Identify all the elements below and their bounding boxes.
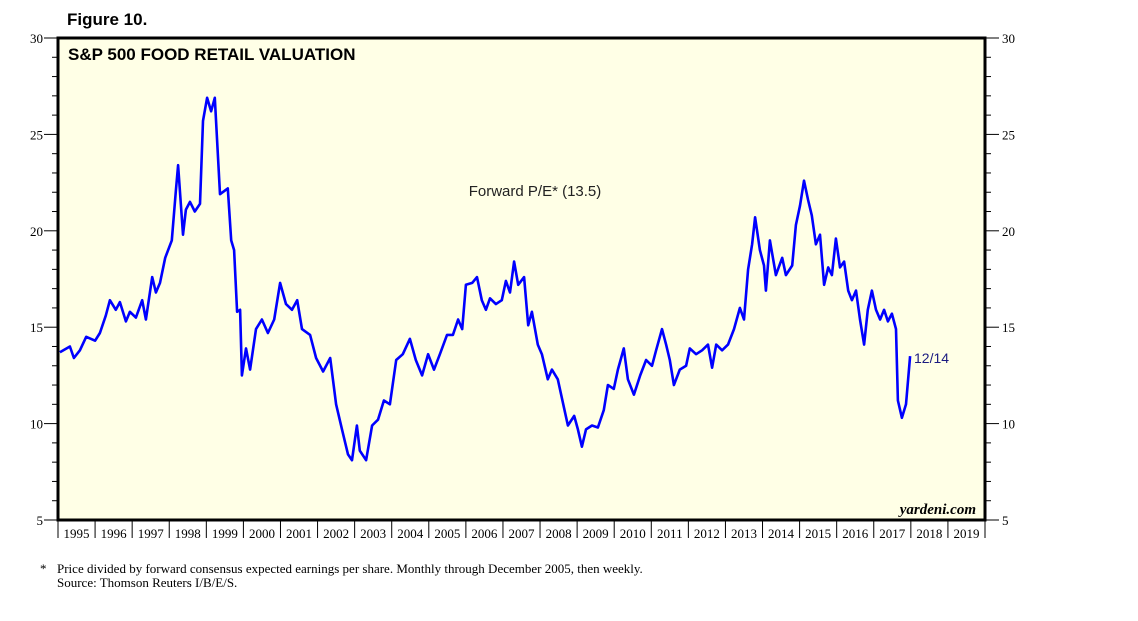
x-tick-label: 2006 <box>471 526 498 541</box>
x-tick-label: 2005 <box>434 526 460 541</box>
x-tick-label: 1998 <box>175 526 201 541</box>
y-tick-label-right: 15 <box>1002 320 1015 335</box>
x-tick-label: 1997 <box>138 526 165 541</box>
y-tick-label-left: 20 <box>30 224 43 239</box>
x-tick-label: 2000 <box>249 526 275 541</box>
series-line <box>59 96 912 462</box>
x-tick-label: 2007 <box>509 526 536 541</box>
watermark: yardeni.com <box>898 502 976 518</box>
x-tick-label: 2011 <box>657 526 683 541</box>
y-tick-label-right: 5 <box>1002 513 1009 528</box>
source-text: Source: Thomson Reuters I/B/E/S. <box>57 575 238 590</box>
x-tick-label: 2015 <box>805 526 831 541</box>
x-tick-label: 1999 <box>212 526 238 541</box>
series-annotation: Forward P/E* (13.5) <box>469 183 602 200</box>
x-tick-label: 2010 <box>620 526 646 541</box>
y-tick-label-left: 15 <box>30 320 43 335</box>
end-label: 12/14 <box>914 350 949 366</box>
y-tick-label-right: 20 <box>1002 224 1015 239</box>
y-tick-label-left: 30 <box>30 31 43 46</box>
x-tick-label: 2016 <box>842 526 869 541</box>
y-tick-label-right: 10 <box>1002 417 1015 432</box>
y-tick-label-right: 30 <box>1002 31 1015 46</box>
x-tick-label: 2012 <box>694 526 720 541</box>
footnote: * Price divided by forward consensus exp… <box>40 562 643 590</box>
y-tick-label-left: 25 <box>30 127 43 142</box>
plot-frame <box>56 36 987 522</box>
y-tick-label-right: 25 <box>1002 127 1015 142</box>
y-tick-label-left: 5 <box>37 513 44 528</box>
figure-label: Figure 10. <box>67 10 148 29</box>
footnote-marker: * <box>40 561 47 576</box>
footnote-text: Price divided by forward consensus expec… <box>57 561 643 576</box>
y-tick-label-left: 10 <box>30 417 43 432</box>
x-tick-label: 2019 <box>953 526 979 541</box>
x-tick-label: 2017 <box>879 526 906 541</box>
x-tick-label: 1995 <box>64 526 90 541</box>
x-tick-label: 1996 <box>101 526 128 541</box>
x-tick-label: 2009 <box>583 526 609 541</box>
chart-title: S&P 500 FOOD RETAIL VALUATION <box>68 45 355 64</box>
x-tick-label: 2013 <box>731 526 757 541</box>
x-tick-label: 2001 <box>286 526 312 541</box>
x-tick-label: 2002 <box>323 526 349 541</box>
x-tick-label: 2004 <box>397 526 424 541</box>
x-tick-label: 2018 <box>916 526 942 541</box>
x-tick-label: 2003 <box>360 526 386 541</box>
x-tick-label: 2014 <box>768 526 795 541</box>
x-tick-label: 2008 <box>546 526 572 541</box>
